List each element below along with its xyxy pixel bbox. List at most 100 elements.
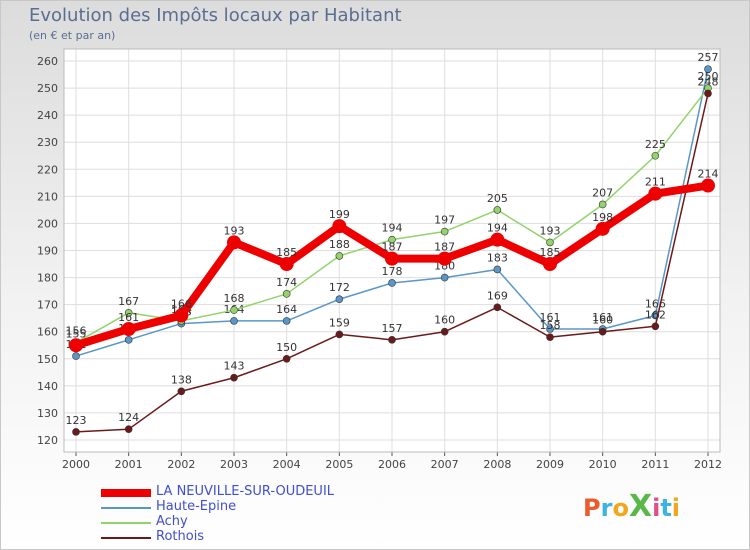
data-label: 172 — [329, 281, 350, 294]
data-label: 248 — [698, 75, 719, 88]
data-label: 225 — [645, 138, 666, 151]
data-label: 160 — [434, 314, 455, 327]
data-label: 198 — [592, 211, 613, 224]
x-tick-label: 2005 — [325, 458, 353, 471]
y-tick-label: 150 — [37, 353, 58, 366]
logo-letter: i — [652, 494, 661, 522]
data-point — [701, 178, 715, 193]
x-tick-label: 2009 — [536, 458, 564, 471]
y-tick-label: 120 — [37, 434, 58, 447]
data-label: 138 — [171, 373, 192, 386]
data-point — [493, 206, 502, 214]
data-label: 157 — [382, 322, 403, 335]
data-label: 188 — [329, 238, 350, 251]
legend-label: Haute-Epine — [156, 499, 237, 514]
x-tick-label: 2011 — [641, 458, 669, 471]
data-point — [385, 251, 399, 266]
data-label: 185 — [276, 246, 297, 259]
y-tick-label: 210 — [37, 190, 58, 203]
data-point — [490, 232, 505, 247]
data-label: 199 — [329, 208, 350, 221]
data-point — [282, 317, 291, 325]
data-point — [493, 303, 502, 312]
data-label: 169 — [487, 289, 508, 302]
data-label: 150 — [276, 341, 297, 354]
legend-label: Rothois — [156, 529, 205, 544]
y-tick-label: 200 — [37, 217, 58, 230]
data-point — [282, 290, 291, 298]
y-tick-label: 260 — [37, 55, 58, 68]
data-point — [651, 322, 660, 331]
data-point — [230, 306, 238, 314]
data-point — [704, 65, 712, 73]
legend-swatch — [101, 522, 151, 524]
data-point — [124, 308, 133, 317]
data-point — [388, 235, 396, 244]
data-label: 161 — [592, 311, 613, 324]
data-point — [388, 279, 396, 287]
data-point — [230, 317, 238, 325]
y-tick-label: 180 — [37, 272, 58, 285]
data-label: 162 — [645, 308, 666, 321]
data-point — [124, 425, 133, 433]
data-point — [437, 251, 452, 266]
data-label: 193 — [540, 224, 561, 237]
data-point — [230, 373, 238, 382]
data-point — [227, 235, 241, 250]
data-point — [598, 200, 607, 209]
data-point — [595, 221, 610, 236]
data-point — [121, 322, 136, 337]
logo-letter: i — [671, 494, 681, 522]
legend-label: LA NEUVILLE-SUR-OUDEUIL — [156, 484, 335, 499]
data-label: 168 — [224, 292, 245, 305]
y-tick-label: 220 — [37, 163, 58, 176]
data-label: 161 — [118, 311, 139, 324]
legend-swatch — [101, 537, 151, 539]
y-tick-label: 170 — [37, 299, 58, 312]
data-label: 124 — [118, 411, 139, 424]
data-label: 194 — [382, 222, 403, 235]
data-label: 211 — [645, 176, 666, 189]
chart-title: Evolution des Impôts locaux par Habitant — [29, 5, 402, 26]
data-point — [69, 338, 83, 353]
data-point — [440, 327, 449, 336]
logo-letter: t — [660, 494, 672, 522]
x-tick-label: 2012 — [694, 458, 722, 471]
logo-letter: P — [583, 494, 601, 522]
plot-frame — [63, 48, 721, 453]
y-tick-label: 250 — [37, 82, 58, 95]
data-label: 187 — [382, 241, 403, 254]
data-point — [704, 89, 712, 98]
x-tick-label: 2004 — [273, 458, 301, 471]
data-label: 257 — [698, 51, 719, 64]
data-point — [651, 151, 660, 160]
data-label: 174 — [276, 276, 297, 289]
legend-swatch — [101, 507, 151, 509]
data-label: 185 — [540, 246, 561, 259]
series-la-neuville-sur-oudeuil: 155 161 166 193 185 199 187 187 194 185 198 211 214 — [66, 168, 719, 353]
data-point — [493, 265, 502, 274]
data-label: 167 — [118, 295, 139, 308]
legend-swatch — [101, 489, 151, 497]
data-label: 166 — [171, 297, 192, 310]
data-point — [598, 327, 607, 336]
logo-letter: o — [612, 494, 629, 522]
data-point — [279, 257, 294, 272]
data-label: 205 — [487, 192, 508, 205]
chart-subtitle: (en € et par an) — [29, 29, 116, 42]
y-tick-label: 230 — [37, 136, 58, 149]
data-point — [332, 219, 347, 234]
x-tick-label: 2006 — [378, 458, 406, 471]
data-label: 183 — [487, 251, 508, 264]
x-tick-label: 2000 — [62, 458, 90, 471]
series-rothois: 123 124 138 143 150 159 157 160 169 158 160 162 248 — [66, 75, 719, 436]
logo-letter: X — [628, 489, 653, 524]
y-tick-label: 160 — [37, 326, 58, 339]
data-label: 160 — [592, 314, 613, 327]
data-point — [335, 252, 344, 260]
data-label: 158 — [540, 319, 561, 332]
data-label: 164 — [276, 303, 297, 316]
data-point — [440, 273, 449, 282]
